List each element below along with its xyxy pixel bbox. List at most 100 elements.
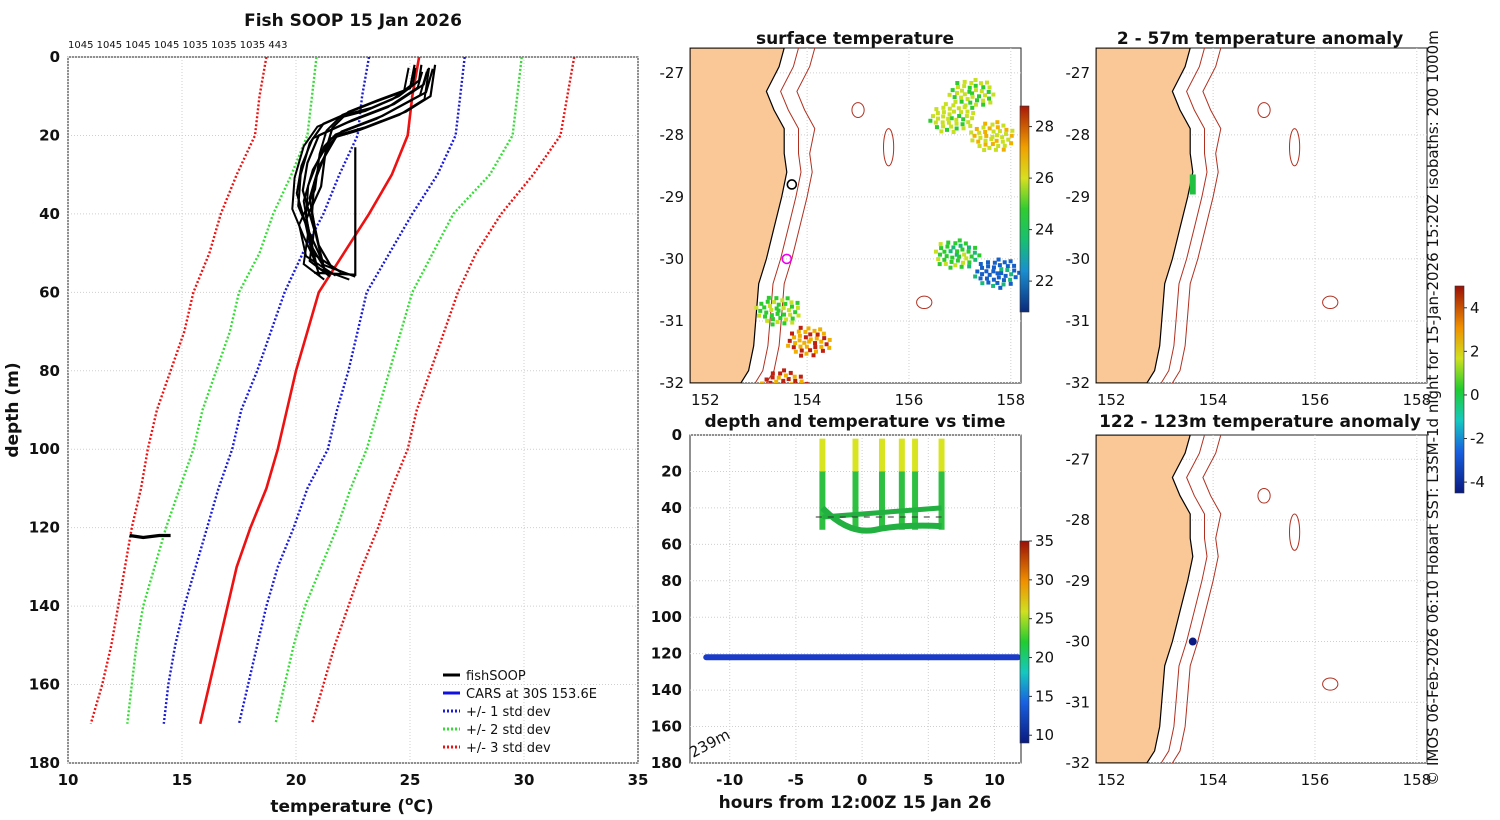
sst-pixel <box>978 81 983 86</box>
sst-pixel <box>992 260 997 265</box>
map-lat-tick: -32 <box>660 374 685 392</box>
sst-pixel <box>757 313 762 318</box>
sst-pixel <box>994 138 999 143</box>
sst-pixel <box>765 299 770 304</box>
sst-pixel <box>996 144 1001 149</box>
profile-title: Fish SOOP 15 Jan 2026 <box>244 11 462 31</box>
sst-pixel <box>758 308 763 313</box>
sst-pixel <box>973 88 978 93</box>
sst-pixel <box>766 394 770 398</box>
profile-series--1-std-dev <box>237 57 466 725</box>
time-ytick: 180 <box>651 754 682 772</box>
sst-pixel <box>792 335 797 340</box>
map-lat-tick: -29 <box>660 188 685 206</box>
sst-pixel <box>806 326 811 331</box>
sst-pixel <box>943 262 948 267</box>
sst-pixel <box>948 249 953 254</box>
sst-pixel <box>771 385 775 389</box>
sst-pixel <box>804 381 809 383</box>
sst-pixel <box>962 84 967 89</box>
sst-pixel <box>808 348 813 353</box>
sst-pixel <box>824 342 829 347</box>
sst-pixel <box>957 238 962 243</box>
sst-pixel <box>990 142 995 147</box>
profile-ytick: 120 <box>29 519 60 537</box>
map-lat-tick: -30 <box>1066 250 1091 268</box>
sst-pixel <box>994 133 999 138</box>
sst-pixel <box>827 337 832 342</box>
seamount-isobath <box>851 102 865 118</box>
time-panel: depth and temperature vs time -10 -5 0 5 100… <box>651 412 1054 813</box>
dip-cool <box>819 471 826 530</box>
map-lat-tick: -32 <box>1066 754 1091 772</box>
sst-pixel <box>1002 260 1007 265</box>
sst-pixel <box>1008 277 1013 282</box>
map-lat-tick: -28 <box>660 126 685 144</box>
sst-pixel <box>959 99 964 104</box>
time-title: depth and temperature vs time <box>705 412 1006 432</box>
legend-std1: +/- 1 std dev <box>466 705 551 720</box>
profile-panel: Fish SOOP 15 Jan 2026 1045 1045 1045 104… <box>3 11 648 817</box>
sst-pixel <box>947 112 952 117</box>
isobath-1000m <box>765 48 816 383</box>
sst-pixel <box>996 275 1001 280</box>
sst-pixel <box>778 316 783 321</box>
sst-map-panel: surface temperature 152 154 156 158 -27 -28 -2… <box>660 29 1055 409</box>
anomaly-point <box>1188 637 1197 646</box>
yo-yo-path <box>820 505 942 534</box>
sst-pixel <box>944 127 949 132</box>
sst-pixel <box>967 264 972 269</box>
colorbar-label: 24 <box>1035 221 1054 239</box>
sst-pixel <box>953 241 958 246</box>
sst-pixel <box>774 379 779 383</box>
sst-pixel <box>933 249 938 254</box>
sst-pixel <box>938 252 943 257</box>
sst-pixel <box>820 348 825 353</box>
sst-pixel <box>999 271 1004 276</box>
map-lat-tick: -28 <box>1066 126 1091 144</box>
sst-pixel <box>762 314 767 319</box>
sst-pixel <box>799 348 804 353</box>
sst-pixel <box>776 302 781 307</box>
sst-pixel <box>985 80 990 85</box>
map-lon-tick: 156 <box>1301 391 1330 409</box>
map-lon-tick: 152 <box>1097 391 1126 409</box>
sst-pixel <box>982 147 987 152</box>
sst-pixel <box>967 89 972 94</box>
colorbar-label: 35 <box>1035 532 1054 550</box>
land <box>690 48 788 383</box>
sst-pixel <box>982 93 987 98</box>
land <box>1096 435 1194 763</box>
sst-pixel <box>957 254 962 259</box>
time-ytick: 40 <box>661 499 682 517</box>
profile-ytick: 20 <box>39 126 60 144</box>
sst-pixel <box>772 393 776 397</box>
sst-pixel <box>976 94 981 99</box>
sst-pixel <box>983 142 988 147</box>
isobath-1000m <box>1171 435 1222 763</box>
profile-grid <box>67 56 639 764</box>
sst-pixel <box>808 337 813 342</box>
colorbar-label: 22 <box>1035 272 1054 290</box>
anomaly-shallow-map: 152 154 156 158 -27 -28 -29 -30 -31 -32 <box>1066 47 1431 409</box>
sst-pixel <box>955 85 960 90</box>
sst-pixel <box>813 341 818 346</box>
sst-pixel <box>822 336 827 341</box>
sst-pixel <box>973 102 978 107</box>
sst-pixel <box>1009 272 1014 277</box>
profile-series--1-std-dev <box>162 57 371 724</box>
sst-pixel <box>987 126 992 131</box>
sst-pixel <box>939 129 944 134</box>
fish-profile-return <box>298 67 410 277</box>
map-content <box>1096 48 1427 383</box>
seamount-isobath <box>1322 295 1339 310</box>
sst-pixel <box>984 269 989 274</box>
sst-pixel <box>777 382 782 383</box>
sst-pixel <box>981 85 986 90</box>
sst-pixel <box>990 134 995 139</box>
sst-pixel <box>941 105 946 110</box>
map-content <box>690 48 1021 398</box>
sst-pixel <box>819 344 824 349</box>
sst-pixel <box>949 116 954 121</box>
